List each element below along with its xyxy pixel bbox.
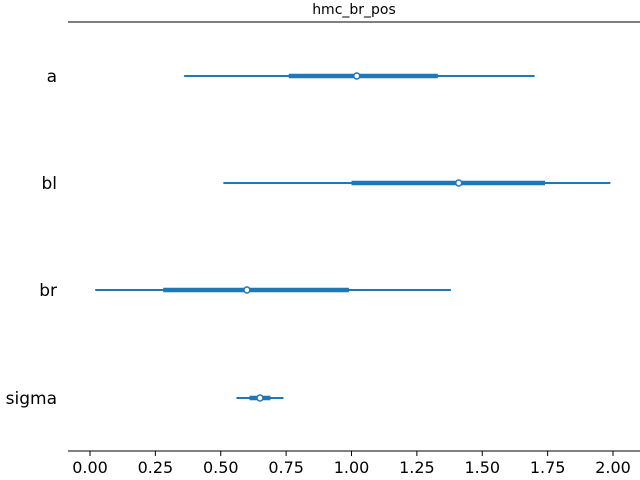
median-point (243, 286, 251, 294)
parameter-label: sigma (6, 389, 57, 409)
parameter-row-br: br (39, 281, 451, 301)
x-tick-label: 0.25 (138, 458, 174, 477)
chart-title: hmc_br_pos (312, 2, 396, 18)
median-point (454, 179, 463, 187)
parameter-label: bl (41, 174, 57, 194)
x-tick-label: 2.00 (595, 458, 631, 477)
x-tick-label: 1.50 (464, 458, 500, 477)
x-tick-label: 0.00 (72, 458, 108, 477)
x-tick-label: 1.75 (530, 458, 566, 477)
median-point (256, 394, 264, 402)
parameter-label: br (39, 281, 57, 301)
median-point (352, 72, 361, 80)
parameter-row-bl: bl (41, 174, 611, 194)
x-axis-ticks: 0.00 0.25 0.50 0.75 1.00 1.25 1.50 1.75 2.00 (72, 451, 631, 477)
x-tick-label: 1.25 (399, 458, 435, 477)
x-tick-label: 1.00 (334, 458, 370, 477)
x-tick-label: 0.75 (268, 458, 304, 477)
parameter-row-sigma: sigma (6, 389, 284, 409)
parameter-row-a: a (47, 67, 535, 87)
x-tick-label: 0.50 (203, 458, 239, 477)
parameter-label: a (47, 67, 57, 87)
parameter-rows: a bl br sigma (6, 67, 611, 409)
